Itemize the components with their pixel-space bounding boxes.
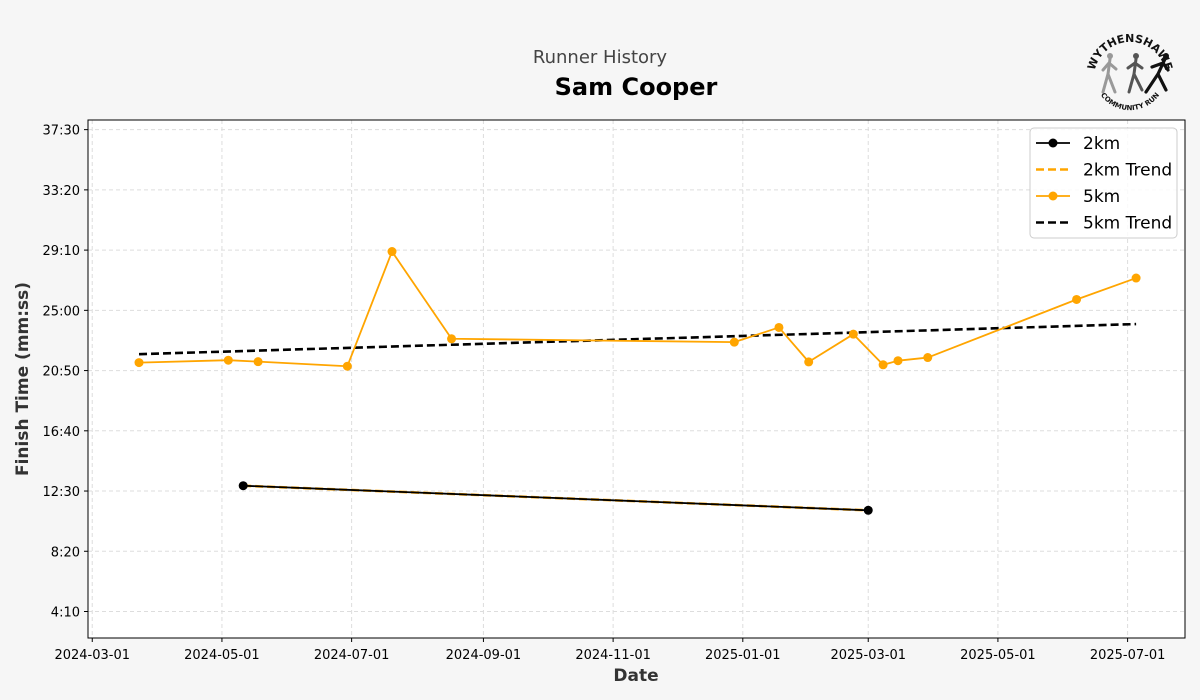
legend-item-5km-trend: 5km Trend	[1036, 214, 1172, 234]
x-tick-label: 2024-03-01	[54, 648, 130, 663]
y-tick-label: 33:20	[43, 184, 80, 199]
x-axis: 2024-03-01 2024-05-01 2024-07-01 2024-09-01…	[54, 638, 1165, 663]
data-point-5km	[342, 361, 352, 371]
y-axis-label: Finish Time (mm:ss)	[13, 282, 33, 476]
y-tick-label: 12:30	[43, 485, 80, 500]
legend-label: 5km	[1083, 187, 1120, 207]
chart-title: Sam Cooper	[555, 73, 718, 101]
y-tick-label: 29:10	[43, 244, 80, 259]
x-tick-label: 2025-05-01	[960, 648, 1036, 663]
legend: 2km 2km Trend 5km 5km Trend	[1029, 127, 1178, 239]
x-tick-label: 2025-07-01	[1090, 648, 1166, 663]
legend-item-5km: 5km	[1036, 187, 1120, 207]
legend-label: 5km Trend	[1083, 214, 1172, 234]
logo-text-bottom: COMMUNITY RUN	[1099, 91, 1161, 112]
series-layer	[134, 247, 1141, 515]
data-point-5km	[729, 337, 739, 347]
y-tick-label: 4:10	[51, 605, 80, 620]
legend-item-2km-trend: 2km Trend	[1036, 161, 1172, 181]
data-point-2km	[863, 505, 873, 515]
data-point-5km	[804, 357, 814, 367]
y-tick-label: 16:40	[43, 425, 80, 440]
data-point-5km	[1131, 273, 1141, 283]
x-axis-label: Date	[613, 666, 658, 686]
plot-area	[88, 120, 1185, 638]
y-axis: 4:10 8:20 12:30 16:40 20:50 25:00 29:10 33:20 37…	[43, 124, 88, 620]
data-point-5km	[134, 358, 144, 368]
x-tick-label: 2025-03-01	[830, 648, 906, 663]
y-gridlines	[88, 129, 1185, 612]
series-line-5km-trend	[138, 322, 1137, 356]
runners-logo-icon: WYTHENSHAWE COMMUNITY RUN	[1085, 32, 1175, 112]
legend-marker	[1048, 191, 1058, 201]
data-point-5km	[923, 353, 933, 363]
data-point-5km	[878, 360, 888, 370]
legend-item-2km: 2km	[1036, 134, 1120, 154]
data-point-5km	[774, 322, 784, 332]
data-point-5km	[893, 356, 903, 366]
data-point-5km	[848, 329, 858, 339]
y-tick-label: 25:00	[43, 304, 80, 319]
legend-label: 2km	[1083, 134, 1120, 154]
chart-supertitle: Runner History	[533, 47, 668, 68]
plot-frame	[87, 119, 1186, 639]
series-5km	[134, 247, 1141, 371]
data-point-5km	[387, 247, 397, 257]
y-tick-label: 8:20	[51, 545, 80, 560]
x-tick-label: 2024-11-01	[575, 648, 651, 663]
series-2km	[238, 481, 873, 515]
data-point-5km	[1072, 294, 1082, 304]
x-tick-label: 2024-05-01	[184, 648, 260, 663]
legend-box	[1029, 127, 1178, 239]
data-point-5km	[253, 357, 263, 367]
x-tick-label: 2024-07-01	[314, 648, 390, 663]
data-point-2km	[238, 481, 248, 491]
x-tick-label: 2025-01-01	[705, 648, 781, 663]
legend-marker	[1048, 138, 1058, 148]
data-point-5km	[447, 334, 457, 344]
legend-label: 2km Trend	[1083, 161, 1172, 181]
series-line-2km	[243, 484, 869, 512]
data-point-5km	[223, 355, 233, 365]
y-tick-label: 37:30	[43, 124, 80, 139]
series-5km-trend	[138, 322, 1137, 356]
x-tick-label: 2024-09-01	[446, 648, 522, 663]
y-tick-label: 20:50	[43, 365, 80, 380]
